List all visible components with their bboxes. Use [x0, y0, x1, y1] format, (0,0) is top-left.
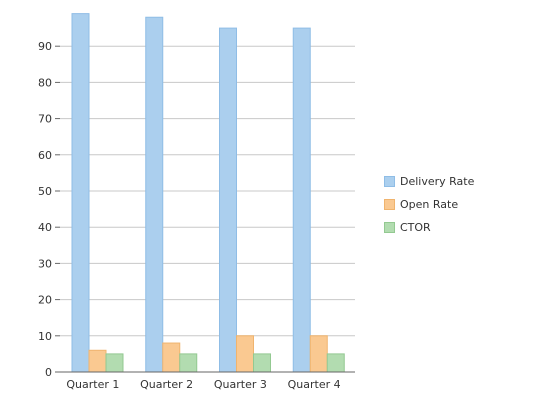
y-tick-label: 80 — [38, 76, 52, 89]
y-tick-label: 50 — [38, 185, 52, 198]
x-tick-label: Quarter 2 — [140, 378, 193, 391]
y-tick-label: 40 — [38, 221, 52, 234]
legend-swatch — [384, 199, 395, 210]
bar-ctor — [105, 353, 124, 373]
legend-swatch — [384, 222, 395, 233]
legend-item: CTOR — [384, 216, 474, 239]
legend-label: Delivery Rate — [400, 175, 475, 188]
y-tick-label: 70 — [38, 113, 52, 126]
y-tick-label: 10 — [38, 330, 52, 343]
bar-open-rate — [88, 349, 107, 373]
bar-ctor — [253, 353, 271, 373]
legend-label: Open Rate — [400, 198, 459, 211]
y-tick-label: 60 — [38, 149, 52, 162]
bar-open-rate — [309, 335, 328, 373]
x-tick-label: Quarter 1 — [66, 378, 119, 391]
bar-ctor — [179, 353, 198, 373]
y-tick-label: 30 — [38, 257, 52, 270]
legend-swatch — [384, 176, 395, 187]
y-tick-label: 20 — [38, 294, 52, 307]
bar-open-rate — [162, 342, 181, 373]
y-tick-label: 90 — [38, 40, 52, 53]
legend-item: Open Rate — [384, 193, 474, 216]
legend-label: CTOR — [400, 221, 431, 234]
bar-delivery-rate — [292, 27, 311, 373]
bar-delivery-rate — [71, 13, 90, 373]
legend-item: Delivery Rate — [384, 170, 474, 193]
bar-delivery-rate — [219, 27, 237, 373]
bar-delivery-rate — [145, 16, 164, 373]
x-tick-label: Quarter 3 — [214, 378, 267, 391]
y-tick-label: 0 — [45, 366, 52, 379]
legend: Delivery Rate Open Rate CTOR — [384, 170, 474, 239]
x-tick-label: Quarter 4 — [288, 378, 341, 391]
bar-ctor — [326, 353, 345, 373]
bar-open-rate — [236, 335, 254, 373]
